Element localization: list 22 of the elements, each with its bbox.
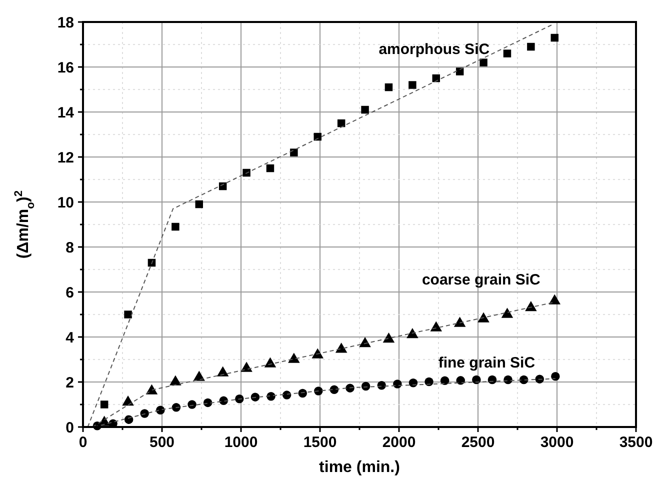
x-tick-label: 2500 — [461, 434, 495, 451]
annotation: fine grain SiC — [438, 354, 536, 372]
y-tick-label: 16 — [57, 59, 74, 76]
x-tick-label: 1500 — [303, 434, 337, 451]
annotation: coarse grain SiC — [422, 271, 541, 288]
x-tick-label: 0 — [78, 434, 88, 451]
y-tick-label: 0 — [66, 419, 74, 436]
x-tick-label: 2000 — [382, 434, 416, 451]
y-tick-label: 4 — [66, 329, 75, 346]
annotation: amorphous SiC — [378, 40, 490, 58]
x-tick-label: 500 — [149, 434, 175, 451]
y-tick-label: 6 — [66, 284, 74, 302]
x-tick-label: 1000 — [224, 434, 258, 451]
y-tick-label: 18 — [57, 14, 74, 32]
x-tick-label: 3000 — [540, 434, 574, 451]
y-tick-label: 10 — [57, 194, 74, 212]
y-tick-label: 2 — [66, 374, 74, 392]
y-tick-label: 12 — [57, 149, 74, 166]
x-tick-label: 3500 — [619, 434, 653, 451]
y-tick-label: 8 — [66, 239, 74, 256]
y-tick-label: 14 — [57, 104, 75, 122]
x-axis-title: time (min.) — [319, 459, 400, 476]
